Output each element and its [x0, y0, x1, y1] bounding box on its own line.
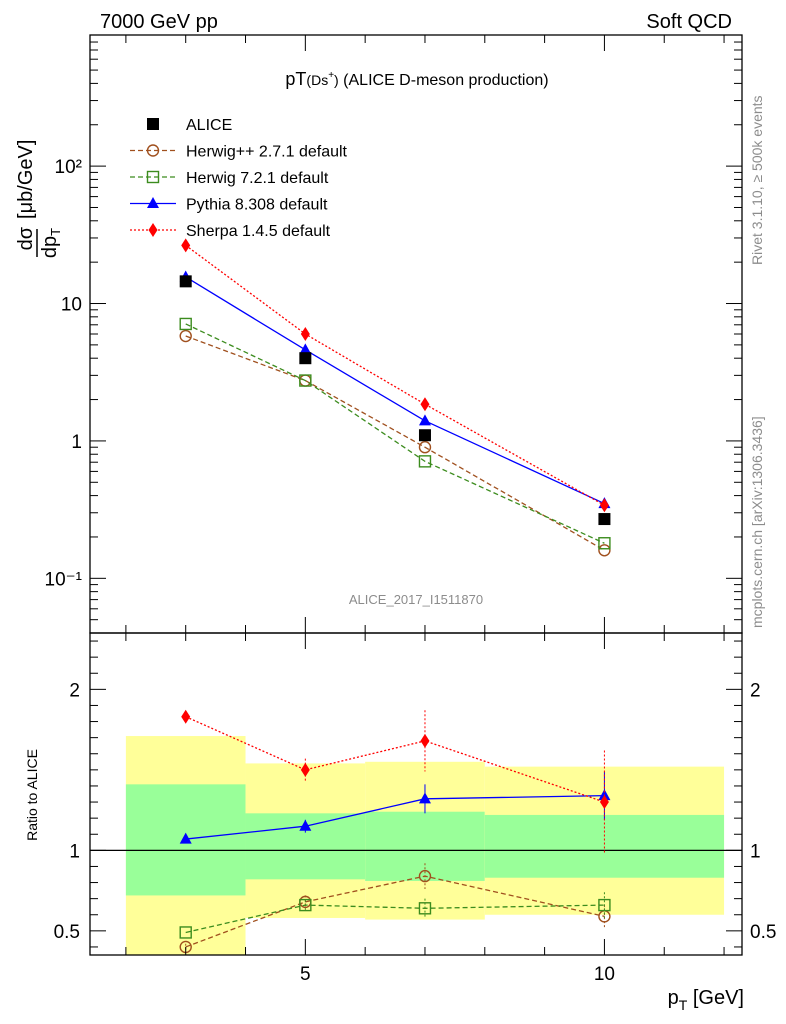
ratio-point-2-2 — [418, 792, 431, 804]
legend-entry-3: Pythia 8.308 default — [130, 197, 328, 214]
main-line-1 — [185, 335, 605, 551]
ratio-point-3-0 — [181, 709, 191, 724]
main-y-tick-label: 10² — [55, 157, 82, 178]
main-line-3 — [185, 276, 605, 505]
ratio-bands — [90, 736, 742, 955]
main-point-1-3 — [598, 544, 611, 557]
plot-frames: 5 10 10⁻¹ 1 10 10² 0.5 0.5 1 1 2 2 — [45, 34, 776, 985]
ratio-point-1-2 — [418, 902, 432, 915]
main-series-1 — [179, 329, 611, 557]
plot-title: pT(Ds+) (ALICE D-meson production) — [285, 69, 548, 89]
main-point-2-0 — [179, 317, 192, 331]
main-point-2-2 — [418, 455, 432, 468]
main-point-4-2 — [420, 397, 430, 412]
legend-label-2: Herwig 7.2.1 default — [186, 170, 329, 187]
ratio-y-tick-label-right: 1 — [750, 841, 761, 862]
legend-label-0: ALICE — [186, 117, 232, 134]
legend-entry-2: Herwig 7.2.1 default — [130, 170, 329, 187]
main-point-0-2 — [418, 429, 431, 442]
legend-label-1: Herwig++ 2.7.1 default — [186, 144, 348, 161]
main-point-0-1 — [299, 352, 312, 365]
ratio-series-3 — [181, 709, 609, 854]
main-series-2 — [179, 317, 611, 550]
ratio-series-1 — [179, 892, 611, 939]
main-point-3-1 — [299, 343, 312, 355]
legend-marker-3 — [147, 197, 159, 208]
ratio-y-tick-label-left: 1 — [69, 841, 80, 862]
band-inner-2 — [365, 811, 485, 881]
ratio-y-axis-label: Ratio to ALICE — [24, 749, 40, 841]
main-point-2-3 — [598, 537, 611, 550]
ratio-y-tick-label-left: 0.5 — [54, 922, 80, 943]
main-line-4 — [185, 244, 605, 506]
ratio-point-0-2 — [418, 869, 432, 883]
svg-text:dσ[μb/GeV]: dσ[μb/GeV] — [15, 140, 37, 251]
ratio-point-2-0 — [179, 832, 192, 844]
ratio-point-3-1 — [300, 762, 310, 777]
ratio-line-2 — [185, 794, 605, 840]
ratio-point-1-3 — [598, 898, 611, 912]
ratio-point-1-1 — [299, 898, 312, 912]
x-tick-label: 5 — [300, 964, 311, 985]
legend-entry-1: Herwig++ 2.7.1 default — [130, 144, 348, 161]
main-point-3-2 — [418, 414, 431, 426]
ratio-y-tick-label-left: 2 — [69, 680, 80, 701]
x-tick-label: 10 — [594, 964, 615, 985]
band-inner-3 — [484, 814, 725, 878]
legend: ALICE Herwig++ 2.7.1 default Herwig 7.2.1 … — [130, 117, 348, 240]
legend-label-4: Sherpa 1.4.5 default — [186, 223, 331, 240]
ratio-point-3-2 — [420, 733, 430, 748]
header-right: Soft QCD — [646, 11, 732, 33]
legend-entry-0: ALICE — [147, 117, 232, 134]
mcplots-label: mcplots.cern.ch [arXiv:1306.3436] — [749, 416, 765, 628]
main-y-tick-label: 1 — [71, 432, 82, 453]
rivet-label: Rivet 3.1.10, ≥ 500k events — [749, 95, 765, 265]
main-y-axis-label: dσ[μb/GeV] dpT — [15, 140, 63, 259]
ratio-line-3 — [185, 716, 605, 803]
main-point-0-0 — [179, 275, 192, 288]
ratio-line-1 — [185, 904, 605, 934]
main-point-2-1 — [299, 374, 312, 387]
ratio-point-3-3 — [599, 795, 609, 810]
ratio-y-tick-label-right: 2 — [750, 680, 761, 701]
main-point-4-0 — [181, 238, 191, 253]
main-series-3 — [179, 270, 611, 509]
main-series-4 — [181, 238, 609, 513]
main-y-tick-label: 10 — [61, 295, 82, 316]
main-point-1-0 — [179, 329, 192, 343]
legend-entry-4: Sherpa 1.4.5 default — [130, 223, 331, 240]
legend-marker-2 — [146, 170, 160, 184]
main-point-0-3 — [598, 513, 611, 526]
main-line-2 — [185, 323, 605, 544]
ratio-point-2-1 — [299, 819, 312, 831]
main-point-4-3 — [599, 498, 609, 513]
main-point-1-2 — [418, 441, 432, 454]
main-point-4-1 — [300, 327, 310, 341]
main-plot — [179, 238, 611, 557]
header-left: 7000 GeV pp — [100, 11, 218, 33]
legend-label-3: Pythia 8.308 default — [186, 197, 328, 214]
ratio-frame — [89, 632, 743, 956]
legend-marker-1 — [146, 144, 160, 157]
ratio-point-1-0 — [179, 926, 192, 939]
legend-marker-0 — [147, 118, 159, 130]
svg-text:dpT: dpT — [39, 228, 63, 258]
main-series-0 — [179, 275, 611, 526]
ratio-plot — [179, 709, 611, 954]
analysis-watermark: ALICE_2017_I1511870 — [349, 592, 483, 607]
legend-marker-4 — [148, 223, 158, 237]
ratio-y-tick-label-right: 0.5 — [750, 922, 776, 943]
main-y-tick-label: 10⁻¹ — [45, 569, 83, 590]
x-axis-label: pT [GeV] — [668, 987, 744, 1013]
